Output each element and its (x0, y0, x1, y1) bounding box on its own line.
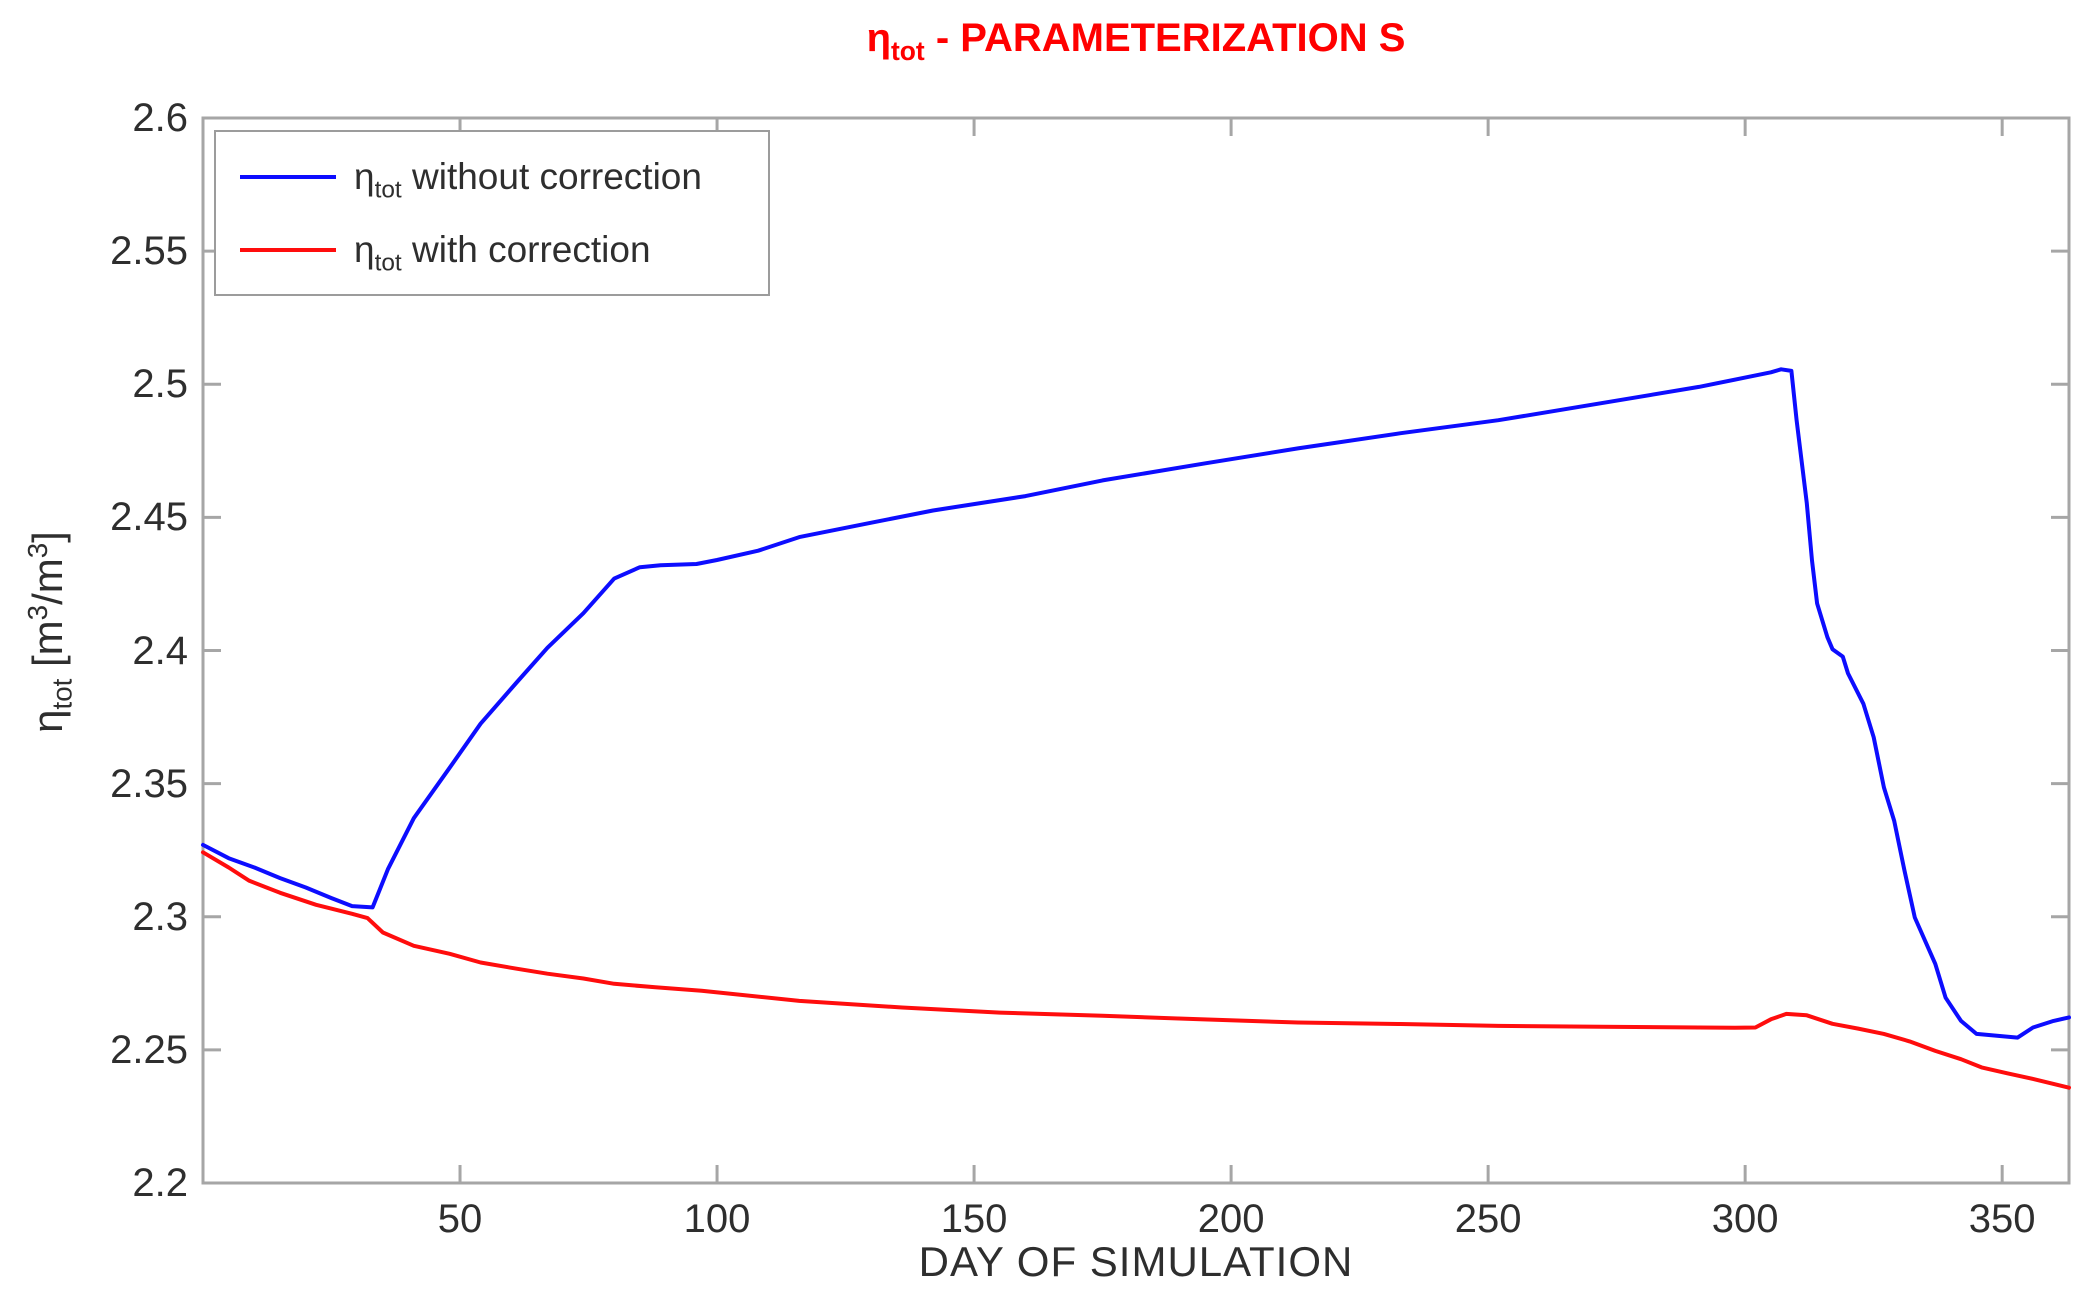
legend-item-label: ηtot with correction (354, 228, 651, 276)
y-tick-label: 2.4 (132, 628, 188, 673)
y-tick-label: 2.3 (132, 894, 188, 939)
legend-item-with-correction: ηtot with correction (240, 228, 768, 276)
legend-item-label: ηtot without correction (354, 155, 702, 203)
series-with-correction (201, 850, 2071, 1090)
legend-line-sample-blue (240, 174, 336, 179)
y-tick-label: 2.45 (110, 495, 188, 540)
x-tick-label: 150 (940, 1197, 1008, 1241)
y-tick-label: 2.5 (132, 362, 188, 407)
legend-item-without-correction: ηtot without correction (240, 155, 768, 203)
y-tick-label: 2.6 (132, 96, 188, 140)
x-axis-label: DAY OF SIMULATION (918, 1238, 1354, 1285)
x-tick-label: 200 (1197, 1197, 1265, 1241)
series-without-correction (201, 367, 2071, 1040)
x-tick-label: 250 (1454, 1197, 1522, 1241)
x-tick-label: 50 (437, 1197, 483, 1241)
x-tick-label: 100 (683, 1197, 751, 1241)
legend-line-sample-red (240, 247, 336, 252)
y-tick-label: 2.2 (132, 1161, 188, 1205)
y-tick-label: 2.35 (110, 761, 188, 806)
chart-title: ηtot - PARAMETERIZATION S (866, 16, 1406, 66)
y-tick-label: 2.55 (110, 229, 188, 274)
x-tick-label: 300 (1711, 1197, 1779, 1241)
y-tick-label: 2.25 (110, 1027, 188, 1072)
x-tick-label: 350 (1968, 1197, 2036, 1241)
legend: ηtot without correction ηtot with correc… (214, 130, 770, 296)
